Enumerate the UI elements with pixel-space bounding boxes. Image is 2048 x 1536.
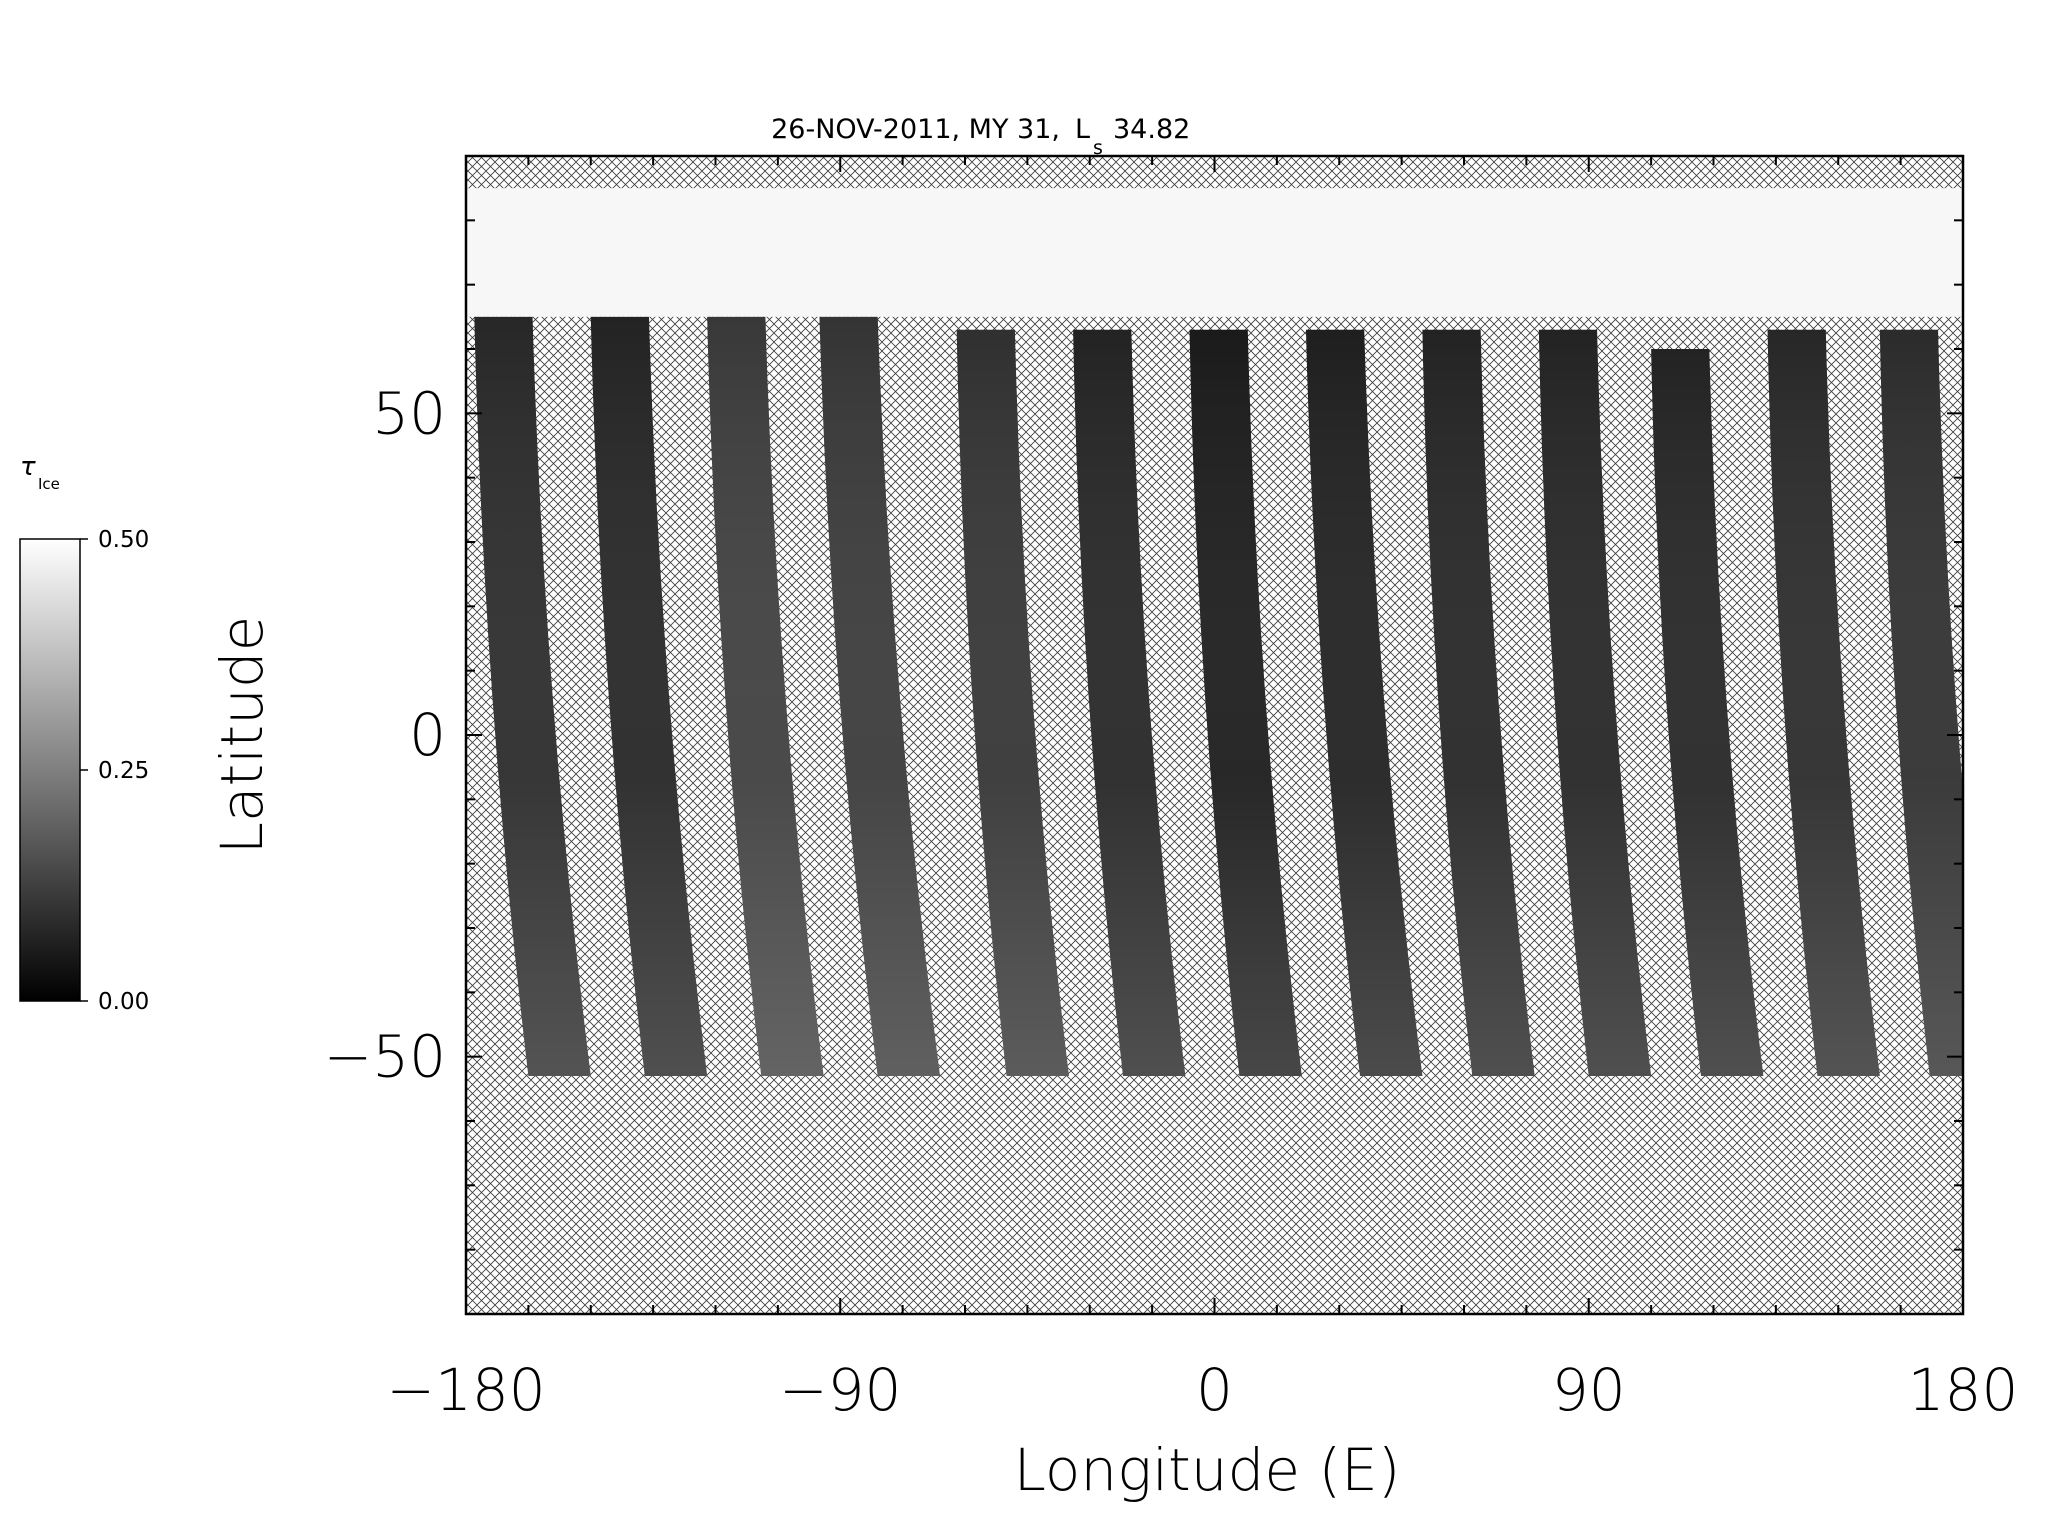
- swath-shading: [1189, 329, 1302, 1076]
- colorbar-label-subscript: Ice: [38, 475, 60, 493]
- x-axis-label: Longitude (E): [1014, 1436, 1401, 1504]
- swath-shading: [707, 316, 824, 1076]
- title-ls-symbol: L: [1075, 114, 1090, 145]
- y-tick-label: 50: [372, 379, 446, 447]
- title-ls: L: [1075, 114, 1090, 145]
- swath-group: [474, 316, 1963, 1076]
- colorbar-tick-label: 0.25: [98, 758, 149, 784]
- y-tick-label: 0: [409, 701, 446, 769]
- tick-group: −180 −90 0 90 180 −50 0 50: [324, 155, 2019, 1424]
- x-tick-label: 90: [1552, 1356, 1626, 1424]
- chart-title: 26-NOV-2011, MY 31,: [771, 114, 1060, 145]
- x-tick-label: 180: [1908, 1356, 2019, 1424]
- colorbar-label: τ: [20, 452, 36, 482]
- swath-shading: [590, 316, 708, 1076]
- swath-shading: [1651, 349, 1764, 1076]
- title-ls-value: 34.82: [1113, 114, 1190, 145]
- swath-shading: [1879, 329, 1963, 1076]
- swath-shading: [1538, 329, 1652, 1076]
- colorbar: τ Ice 0.00 0.25 0.50: [19, 452, 149, 1015]
- swath-shading: [1767, 329, 1880, 1076]
- swath-shading: [819, 316, 941, 1076]
- swath-shading: [1073, 329, 1186, 1076]
- y-axis-label: Latitude: [208, 616, 276, 855]
- swath-shading: [1305, 329, 1423, 1076]
- x-tick-label: 0: [1196, 1356, 1233, 1424]
- polar-cap-region: [466, 188, 1963, 317]
- colorbar-ticks: 0.00 0.25 0.50: [80, 527, 149, 1015]
- swath-shading: [474, 316, 591, 1076]
- title-ls-subscript: s: [1093, 137, 1103, 159]
- colorbar-tick-label: 0.00: [98, 989, 149, 1015]
- y-tick-label: −50: [324, 1023, 446, 1091]
- colorbar-tick-label: 0.50: [98, 527, 149, 553]
- x-tick-label: −180: [386, 1356, 545, 1424]
- title-main: 26-NOV-2011, MY 31,: [771, 114, 1060, 145]
- colorbar-gradient: [19, 538, 81, 1002]
- plot-area: [466, 156, 1963, 1314]
- swath-shading: [956, 329, 1069, 1076]
- x-tick-label: −90: [779, 1356, 901, 1424]
- swath-shading: [1422, 329, 1535, 1076]
